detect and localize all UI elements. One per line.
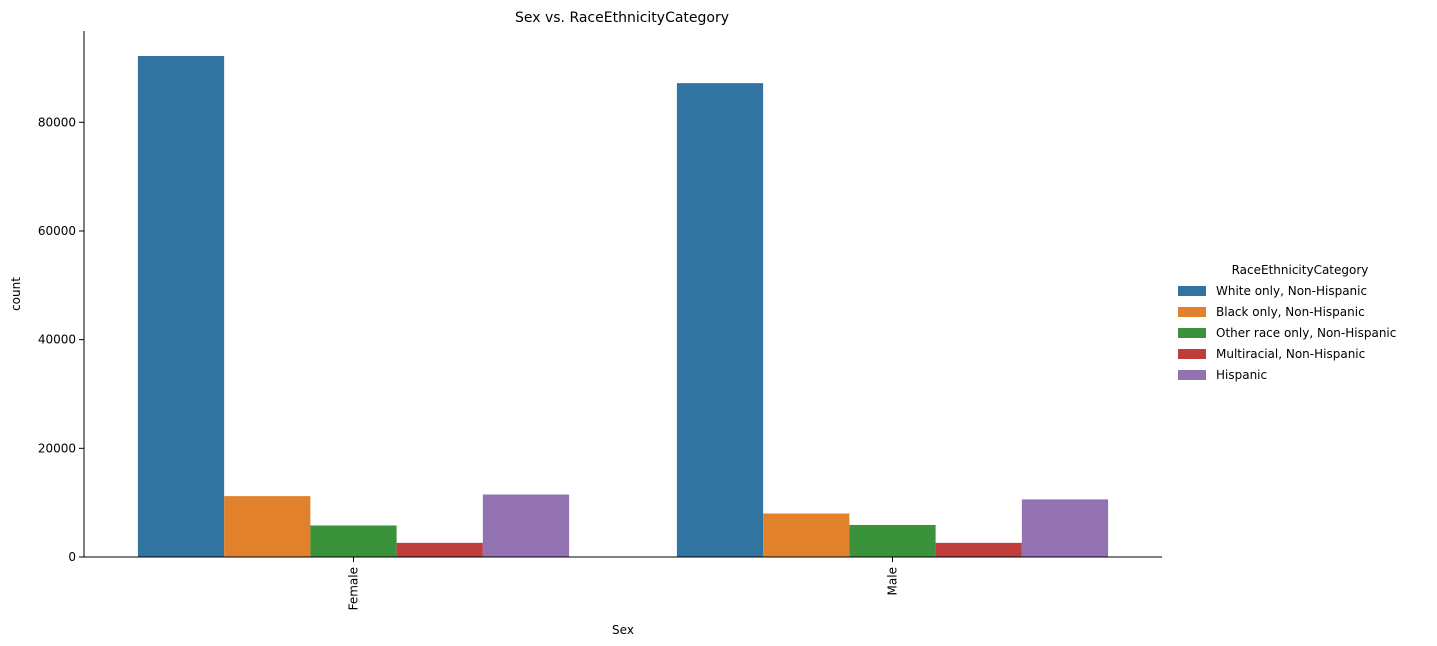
x-axis-label: Sex [612,623,634,637]
legend-swatch [1178,286,1206,296]
bar-female-series-0 [137,56,225,557]
legend-swatch [1178,307,1206,317]
legend-label: Multiracial, Non-Hispanic [1216,347,1365,361]
legend-label: Black only, Non-Hispanic [1216,305,1365,319]
bars [137,56,1109,558]
y-tick-label: 40000 [38,333,76,347]
bar-female-series-1 [224,496,311,557]
x-ticks: Female Male [347,557,900,610]
bar-male-series-2 [849,524,936,557]
legend-swatch [1178,328,1206,338]
legend-swatch [1178,349,1206,359]
y-tick-label: 0 [68,550,76,564]
legend-label: White only, Non-Hispanic [1216,284,1367,298]
bar-female-series-2 [310,525,397,557]
plot-area: 0 20000 40000 60000 80000 Female Male [38,31,1162,610]
bar-male-series-0 [676,83,764,558]
legend-label: Other race only, Non-Hispanic [1216,326,1396,340]
bar-male-series-4 [1021,499,1109,557]
y-ticks: 0 20000 40000 60000 80000 [38,115,84,564]
y-axis-label: count [9,277,23,311]
legend-title: RaceEthnicityCategory [1232,263,1369,277]
bar-male-series-1 [763,513,850,557]
x-tick-label: Male [886,567,900,595]
y-tick-label: 80000 [38,115,76,129]
bar-female-series-3 [396,542,483,557]
chart-title: Sex vs. RaceEthnicityCategory [515,10,729,26]
y-tick-label: 20000 [38,441,76,455]
x-tick-label: Female [347,567,361,610]
legend: RaceEthnicityCategory White only, Non-Hi… [1178,263,1396,382]
bar-male-series-3 [935,542,1022,557]
bar-female-series-4 [482,494,570,557]
legend-label: Hispanic [1216,368,1267,382]
y-tick-label: 60000 [38,224,76,238]
legend-swatch [1178,370,1206,380]
